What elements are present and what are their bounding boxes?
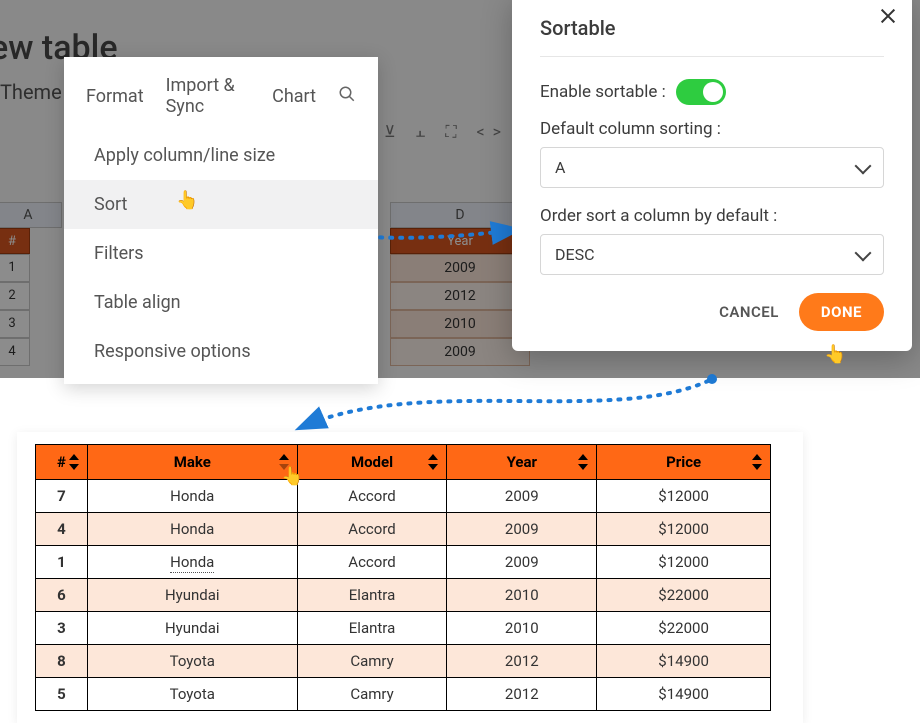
menu-table-align[interactable]: Table align [64,278,378,327]
tab-import-sync[interactable]: Import & Sync [166,75,251,117]
table-cell: 3 [36,612,88,645]
table-cell: $12000 [597,513,771,546]
table-row: 3HyundaiElantra2010$22000 [36,612,771,645]
table-cell: Hyundai [87,579,297,612]
table-cell: Accord [297,480,447,513]
order-select[interactable]: DESC [540,234,884,275]
format-menu: Format Import & Sync Chart Apply column/… [64,57,378,384]
table-cell: Honda [87,513,297,546]
sort-icon [69,454,79,470]
enable-sortable-toggle[interactable] [676,79,726,105]
table-cell: Accord [297,513,447,546]
sortable-panel: Sortable Enable sortable : Default colum… [512,0,912,351]
chevron-down-icon [855,157,872,174]
col-header-make[interactable]: Make [87,445,297,480]
table-cell: Elantra [297,612,447,645]
table-cell: $22000 [597,579,771,612]
table-cell: $12000 [597,546,771,579]
table-row: 1HondaAccord2009$12000 [36,546,771,579]
result-table-container: # Make Model Year Price [17,432,803,723]
tab-format[interactable]: Format [86,86,144,107]
menu-sort[interactable]: Sort [64,180,378,229]
default-column-value: A [555,158,565,177]
default-column-select[interactable]: A [540,147,884,188]
search-icon[interactable] [338,85,356,108]
sort-icon [578,454,588,470]
table-cell: 1 [36,546,88,579]
table-cell: Toyota [87,678,297,711]
table-row: 8ToyotaCamry2012$14900 [36,645,771,678]
table-cell: 2009 [447,513,597,546]
table-cell: 6 [36,579,88,612]
table-cell: 2010 [447,579,597,612]
table-cell: Hyundai [87,612,297,645]
menu-filters[interactable]: Filters [64,229,378,278]
tab-chart[interactable]: Chart [272,86,316,107]
col-header-model[interactable]: Model [297,445,447,480]
col-header-num[interactable]: # [36,445,88,480]
table-cell: 5 [36,678,88,711]
table-cell: 2012 [447,645,597,678]
menu-apply-size[interactable]: Apply column/line size [64,131,378,180]
table-cell: 8 [36,645,88,678]
table-cell: Honda [87,546,297,579]
sort-icon [428,454,438,470]
enable-sortable-label: Enable sortable : [540,82,666,102]
menu-responsive[interactable]: Responsive options [64,327,378,384]
chevron-down-icon [855,244,872,261]
order-value: DESC [555,245,595,264]
table-cell: Elantra [297,579,447,612]
table-cell: 2012 [447,678,597,711]
table-cell: $22000 [597,612,771,645]
table-cell: 7 [36,480,88,513]
table-cell: $14900 [597,678,771,711]
table-cell: Accord [297,546,447,579]
sort-icon [279,454,289,470]
table-cell: 2009 [447,480,597,513]
table-row: 5ToyotaCamry2012$14900 [36,678,771,711]
table-cell: 4 [36,513,88,546]
table-cell: Toyota [87,645,297,678]
table-cell: 2010 [447,612,597,645]
close-icon[interactable] [878,6,898,26]
table-row: 6HyundaiElantra2010$22000 [36,579,771,612]
order-label: Order sort a column by default : [540,206,884,226]
result-table: # Make Model Year Price [35,444,771,711]
col-header-price[interactable]: Price [597,445,771,480]
cancel-button[interactable]: CANCEL [719,303,779,321]
table-cell: Camry [297,645,447,678]
table-row: 4HondaAccord2009$12000 [36,513,771,546]
table-cell: Honda [87,480,297,513]
default-column-label: Default column sorting : [540,119,884,139]
panel-title: Sortable [540,16,884,57]
done-button[interactable]: DONE [799,293,884,331]
table-row: 7HondaAccord2009$12000 [36,480,771,513]
col-header-year[interactable]: Year [447,445,597,480]
table-cell: $14900 [597,645,771,678]
table-cell: 2009 [447,546,597,579]
sort-icon [752,454,762,470]
table-cell: Camry [297,678,447,711]
table-cell: $12000 [597,480,771,513]
